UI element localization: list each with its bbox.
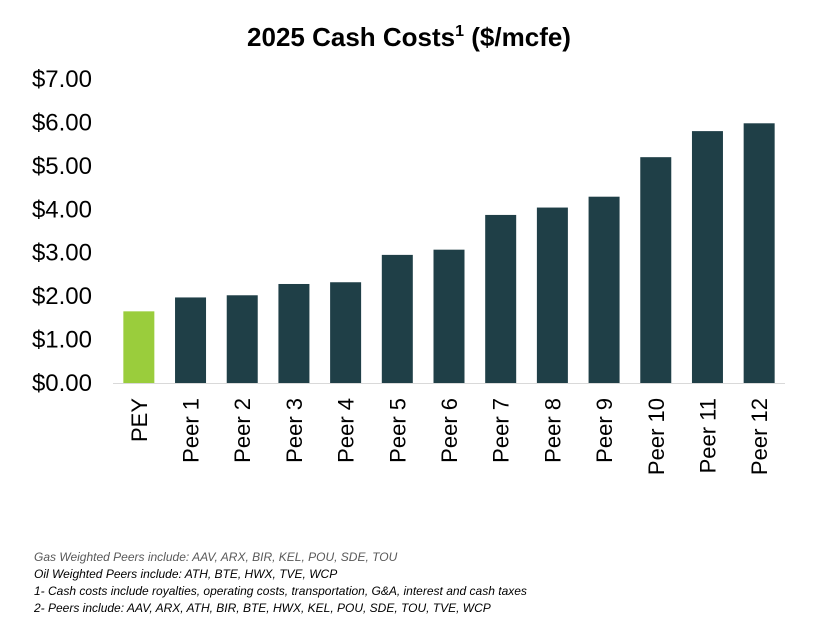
y-tick-label: $3.00 [32,240,92,267]
bar-peer-9 [588,196,620,383]
x-tick-label: Peer 5 [385,398,410,463]
y-tick-label: $1.00 [32,327,92,354]
x-tick-label: Peer 3 [282,398,307,463]
bars [123,123,775,383]
x-tick-label: Peer 4 [334,398,359,463]
footnote-2: 2- Peers include: AAV, ARX, ATH, BIR, BT… [34,601,491,615]
y-axis-ticks: $0.00 $1.00 $2.00 $3.00 $4.00 $5.00 $6.00 $7.00 [32,66,92,397]
chart-title-superscript: 1 [455,23,464,40]
x-axis-ticks: PEY Peer 1 Peer 2 Peer 3 Peer 4 Peer 5 Peer 6 P… [127,398,772,475]
bar-peer-8 [536,207,568,383]
x-tick-label: Peer 10 [644,398,669,475]
footnote-1: 1- Cash costs include royalties, operati… [34,584,527,598]
bar-peer-10 [640,157,672,383]
x-tick-label: Peer 8 [540,398,565,463]
x-tick-label: Peer 7 [489,398,514,463]
y-tick-label: $2.00 [32,283,92,310]
x-tick-label: Peer 11 [695,398,720,473]
bar-peer-7 [485,214,517,383]
footnotes: Gas Weighted Peers include: AAV, ARX, BI… [34,549,794,617]
x-tick-label: PEY [127,398,152,442]
bar-pey [123,311,155,383]
bar-peer-12 [743,123,775,383]
footnote-oil-peers: Oil Weighted Peers include: ATH, BTE, HW… [34,567,338,581]
y-tick-label: $4.00 [32,196,92,223]
chart-title: 2025 Cash Costs1 ($/mcfe) [247,22,571,52]
bar-peer-5 [381,254,413,383]
chart-title-suffix: ($/mcfe) [464,22,571,52]
y-tick-label: $5.00 [32,153,92,180]
bar-peer-4 [330,282,362,383]
bar-peer-11 [691,131,723,383]
y-tick-label: $0.00 [32,370,92,397]
x-tick-label: Peer 6 [437,398,462,463]
y-tick-label: $7.00 [32,66,92,93]
bar-peer-2 [226,295,258,383]
x-tick-label: Peer 1 [179,398,204,463]
x-tick-label: Peer 9 [592,398,617,463]
bar-peer-6 [433,249,465,383]
chart-title-main: 2025 Cash Costs [247,22,455,52]
footnote-gas-peers: Gas Weighted Peers include: AAV, ARX, BI… [34,550,398,564]
y-tick-label: $6.00 [32,109,92,136]
x-tick-label: Peer 12 [747,398,772,475]
bar-peer-1 [175,297,207,383]
x-tick-label: Peer 2 [230,398,255,463]
bar-peer-3 [278,283,310,383]
